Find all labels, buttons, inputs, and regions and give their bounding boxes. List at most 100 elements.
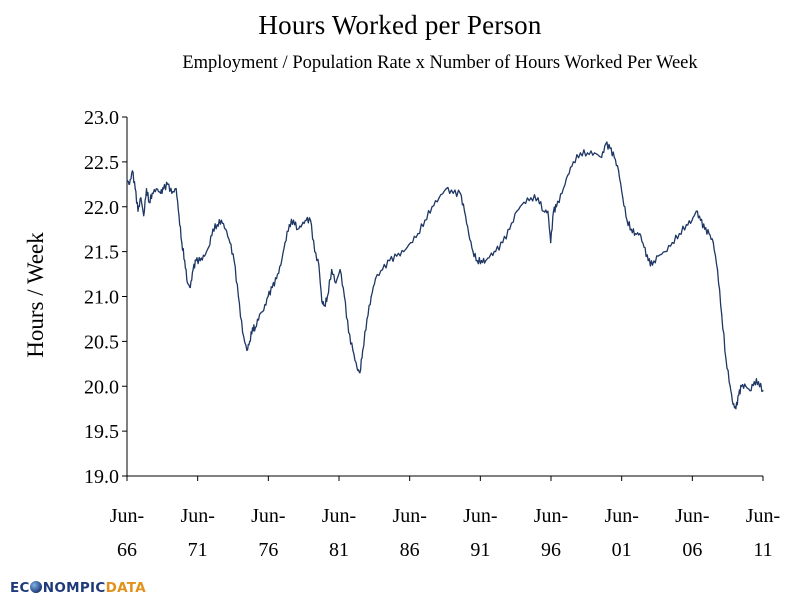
data-point — [131, 170, 133, 172]
data-point — [593, 152, 596, 154]
series-layer — [126, 141, 764, 410]
data-point — [370, 295, 372, 298]
data-point — [233, 260, 235, 262]
data-point — [396, 255, 398, 257]
data-point — [216, 224, 218, 226]
data-point — [203, 255, 206, 257]
data-point — [561, 192, 563, 194]
data-point — [192, 269, 194, 271]
data-point — [280, 264, 282, 266]
data-point — [509, 228, 511, 230]
data-point — [251, 327, 254, 329]
data-point — [263, 309, 265, 311]
data-point — [410, 242, 412, 244]
data-point — [472, 251, 474, 253]
data-point — [489, 255, 491, 257]
data-point — [651, 264, 654, 266]
data-point — [445, 188, 447, 190]
data-point — [476, 260, 478, 262]
data-point — [712, 242, 714, 244]
data-point — [271, 286, 273, 289]
data-point — [137, 210, 139, 212]
data-point — [362, 349, 364, 351]
data-point — [634, 233, 637, 235]
data-point — [555, 206, 558, 208]
data-point — [275, 278, 278, 280]
x-tick-label-month: Jun- — [322, 505, 356, 527]
data-point — [732, 403, 734, 405]
x-tick-label-month: Jun- — [180, 505, 214, 527]
x-tick-label-year: 11 — [753, 539, 772, 561]
data-point — [609, 147, 611, 149]
data-point — [403, 251, 405, 253]
data-point — [630, 228, 632, 230]
data-point — [335, 282, 337, 284]
data-point — [199, 260, 201, 262]
data-point — [547, 210, 549, 212]
data-point — [326, 295, 328, 298]
data-point — [175, 188, 177, 190]
data-point — [452, 192, 454, 194]
data-point — [208, 246, 210, 248]
data-point — [171, 192, 173, 194]
data-point — [343, 295, 345, 298]
data-point — [229, 242, 231, 244]
data-point — [735, 408, 737, 410]
x-tick-label-month: Jun- — [392, 505, 426, 527]
x-tick-label-month: Jun- — [675, 505, 709, 527]
data-point — [267, 295, 269, 298]
data-point — [459, 192, 461, 194]
data-point — [305, 219, 307, 221]
data-point — [605, 143, 607, 145]
data-point — [324, 304, 326, 307]
data-point — [431, 206, 433, 208]
data-point — [729, 385, 731, 387]
axes — [126, 117, 763, 477]
data-point — [134, 188, 136, 190]
data-point — [162, 188, 165, 190]
data-point — [155, 188, 157, 190]
data-point — [622, 197, 624, 199]
data-point — [463, 210, 466, 212]
data-point — [502, 242, 504, 244]
data-point — [438, 197, 440, 199]
data-point — [626, 219, 628, 221]
y-tick-label: 21.0 — [84, 287, 119, 309]
data-point — [348, 331, 350, 333]
data-point — [318, 264, 320, 266]
data-point — [143, 215, 145, 217]
data-point — [695, 210, 697, 212]
logo-text-ec: EC — [10, 580, 30, 596]
data-point — [189, 286, 191, 289]
data-point — [762, 390, 764, 392]
data-point — [246, 349, 248, 351]
data-point — [671, 242, 673, 244]
x-tick-label-year: 66 — [117, 539, 137, 561]
data-point — [212, 228, 214, 230]
data-point — [417, 233, 419, 235]
y-axis-ticks: 19.0 19.5 20.0 20.5 21.0 21.5 22.0 22.5 23.0 — [84, 107, 127, 488]
data-point — [381, 269, 384, 271]
data-point — [480, 260, 483, 262]
data-point — [495, 251, 497, 253]
data-point — [237, 295, 239, 298]
chart-subtitle: Employment / Population Rate x Number of… — [182, 53, 698, 73]
x-tick-label-year: 71 — [188, 539, 208, 561]
data-point — [220, 219, 222, 221]
data-point — [716, 269, 719, 271]
data-point — [389, 260, 391, 262]
data-point — [314, 251, 316, 253]
econompicdata-logo: EC NOMPICDATA — [10, 580, 146, 596]
data-point — [586, 152, 589, 154]
data-point — [613, 156, 615, 158]
data-point — [128, 183, 131, 185]
data-point — [374, 278, 377, 280]
data-point — [249, 340, 251, 342]
y-tick-label: 21.5 — [84, 242, 119, 264]
data-point — [579, 152, 582, 154]
data-point — [721, 313, 723, 315]
data-point — [567, 174, 569, 176]
data-point — [740, 385, 743, 387]
data-point — [140, 197, 142, 199]
x-axis-ticks: Jun- 66 Jun- 71 Jun- 76 Jun- 81 Jun- 86 Jun- 91 Jun-… — [110, 476, 780, 561]
